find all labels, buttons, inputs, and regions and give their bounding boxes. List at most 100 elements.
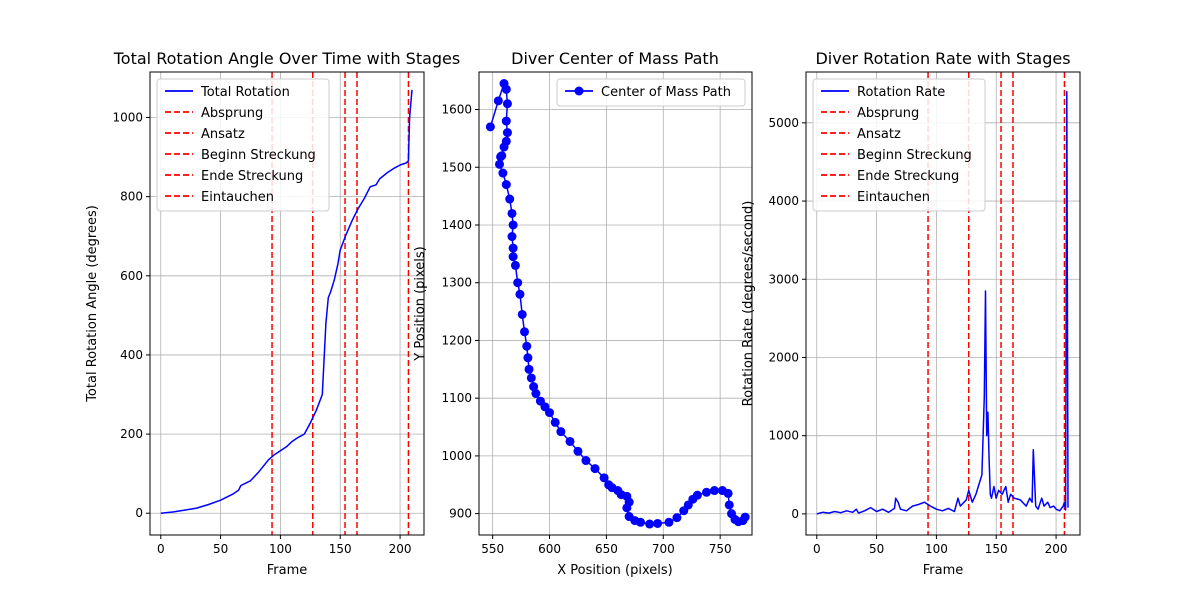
x-tick-label: 100: [269, 542, 292, 556]
y-tick-label: 2000: [768, 350, 799, 364]
series-line: [816, 90, 1069, 515]
legend-label: Ansatz: [201, 127, 245, 142]
x-tick-label: 600: [538, 542, 561, 556]
rotation-angle-panel: 0 50 100 150 200 0 200 400 600 800 1000 Total Rota…: [85, 49, 460, 578]
x-tick-label: 650: [595, 542, 618, 556]
legend-label: Absprung: [857, 106, 919, 121]
data-point: [494, 159, 504, 169]
legend-label: Center of Mass Path: [601, 85, 731, 100]
data-point: [565, 436, 575, 446]
legend-label: Ansatz: [857, 127, 901, 142]
x-tick-label: 700: [652, 542, 675, 556]
data-point: [573, 446, 583, 456]
legend-entry: Ansatz: [821, 127, 901, 142]
legend-label: Ende Streckung: [201, 169, 303, 184]
chart-title: Diver Center of Mass Path: [511, 49, 719, 68]
x-axis-label: X Position (pixels): [557, 563, 672, 578]
data-point: [524, 364, 534, 374]
y-tick-label: 0: [791, 507, 799, 521]
data-point: [507, 232, 517, 242]
x-axis-label: Frame: [923, 563, 964, 578]
y-axis-label: Total Rotation Angle (degrees): [85, 205, 100, 403]
x-axis-label: Frame: [267, 563, 308, 578]
legend-entry: Beginn Streckung: [165, 148, 316, 163]
data-point: [501, 180, 511, 190]
legend-entry: Ende Streckung: [821, 169, 959, 184]
legend-entry: Ansatz: [165, 127, 245, 142]
y-axis-label: Y Position (pixels): [413, 246, 428, 362]
legend: Center of Mass Path: [556, 78, 746, 107]
data-point: [645, 519, 655, 529]
x-tick-label: 50: [213, 542, 228, 556]
data-point: [502, 99, 512, 109]
data-point: [522, 341, 532, 351]
legend-entry: Absprung: [165, 106, 263, 121]
data-point: [507, 208, 517, 218]
data-point: [599, 473, 609, 483]
y-tick-label: 1000: [112, 111, 143, 125]
legend-entry: Center of Mass Path: [565, 85, 731, 100]
y-tick-label: 400: [120, 348, 143, 362]
data-point: [590, 464, 600, 474]
y-tick-label: 3000: [768, 272, 799, 286]
y-tick-label: 1200: [441, 333, 472, 347]
data-point: [517, 309, 527, 319]
data-point: [581, 456, 591, 466]
legend-label: Total Rotation: [200, 85, 290, 100]
data-point: [501, 116, 511, 126]
x-tick-label: 750: [709, 542, 732, 556]
data-point: [724, 500, 734, 510]
x-tick-label: 200: [1045, 542, 1068, 556]
y-tick-label: 900: [449, 507, 472, 521]
y-tick-label: 1400: [441, 218, 472, 232]
legend-entry: Absprung: [821, 106, 919, 121]
legend-label: Ende Streckung: [857, 169, 959, 184]
data-point: [692, 490, 702, 500]
data-point: [493, 96, 503, 106]
x-tick-label: 200: [389, 542, 412, 556]
legend-label: Eintauchen: [857, 190, 930, 205]
data-point: [508, 243, 518, 253]
x-tick-label: 150: [985, 542, 1008, 556]
axes-frame: [149, 71, 425, 536]
x-tick-label: 0: [157, 542, 165, 556]
y-tick-label: 1300: [441, 276, 472, 290]
data-point: [523, 353, 533, 363]
data-point: [513, 278, 523, 288]
x-tick-label: 150: [329, 542, 352, 556]
data-point: [622, 503, 632, 513]
y-tick-label: 800: [120, 190, 143, 204]
y-tick-label: 1600: [441, 103, 472, 117]
data-point: [723, 488, 733, 498]
data-point: [709, 486, 719, 496]
legend: Rotation Rate Absprung Ansatz Beginn Streck…: [812, 78, 986, 212]
chart-title: Total Rotation Angle Over Time with Stag…: [113, 49, 460, 68]
legend-box: [156, 78, 330, 212]
data-point: [740, 512, 750, 522]
legend-entry: Eintauchen: [821, 190, 930, 205]
legend-entry: Beginn Streckung: [821, 148, 972, 163]
data-point: [510, 260, 520, 270]
data-point: [636, 517, 646, 527]
data-point: [508, 220, 518, 230]
y-tick-label: 0: [135, 506, 143, 520]
data-point: [653, 518, 663, 528]
data-point: [672, 513, 682, 523]
y-axis-label: Rotation Rate (degrees/second): [741, 201, 756, 407]
y-tick-label: 200: [120, 427, 143, 441]
data-point: [664, 517, 674, 527]
legend-label: Eintauchen: [201, 190, 274, 205]
series-line: [160, 89, 413, 514]
data-point: [498, 168, 508, 178]
legend-label: Rotation Rate: [857, 85, 945, 100]
x-tick-label: 550: [481, 542, 504, 556]
data-point: [529, 382, 539, 392]
axes-frame: [805, 71, 1081, 536]
data-point: [556, 427, 566, 437]
legend-entry: Ende Streckung: [165, 169, 303, 184]
chart-title: Diver Rotation Rate with Stages: [815, 49, 1070, 68]
legend-label: Beginn Streckung: [857, 148, 972, 163]
center-of-mass-panel: 550 600 650 700 750 900 1000 1100 1200 1300 1400 15…: [413, 49, 753, 578]
